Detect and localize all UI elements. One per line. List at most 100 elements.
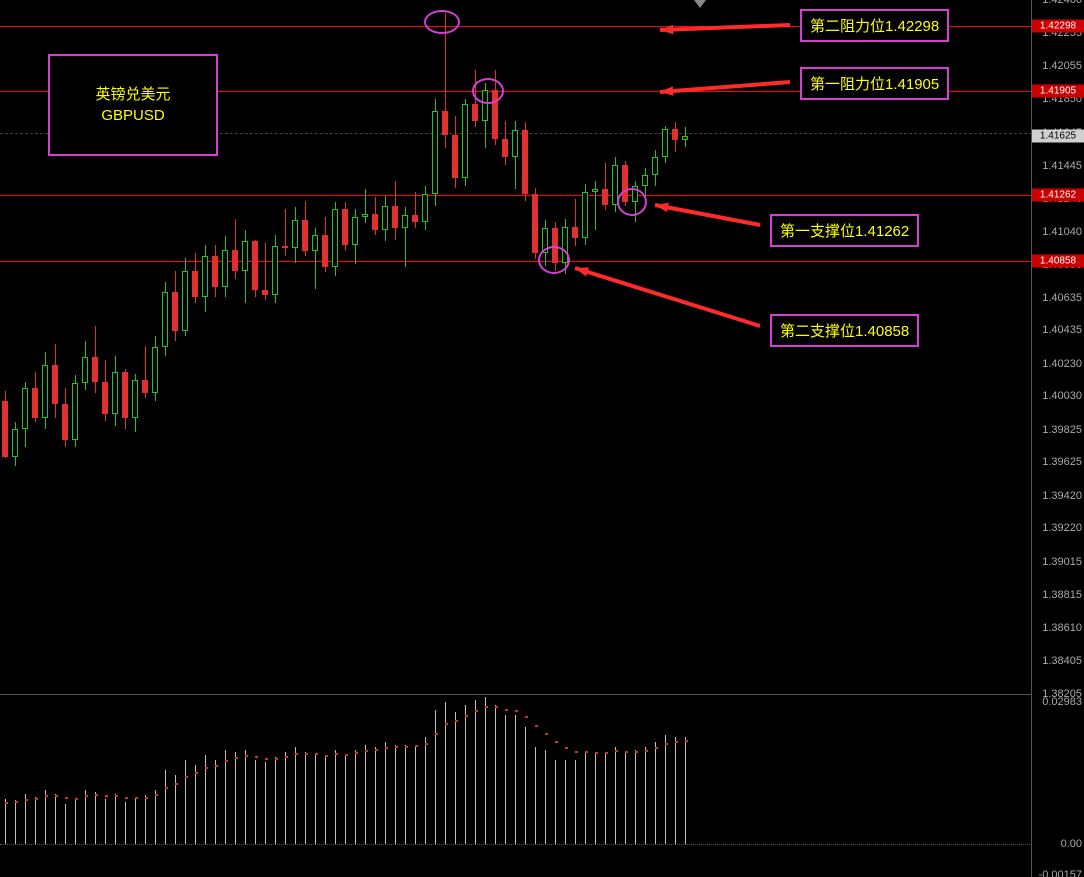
indicator-signal-dot bbox=[535, 725, 538, 727]
indicator-axis-tick: 0.00 bbox=[1061, 838, 1082, 850]
indicator-signal-dot bbox=[415, 745, 418, 747]
indicator-hist-bar bbox=[225, 750, 226, 845]
indicator-hist-bar bbox=[265, 762, 266, 844]
price-axis-tick: 1.42460 bbox=[1042, 0, 1082, 6]
price-axis-tick: 1.39420 bbox=[1042, 490, 1082, 502]
annotation-box[interactable]: 第二支撑位1.40858 bbox=[770, 314, 919, 347]
indicator-hist-bar bbox=[675, 737, 676, 844]
indicator-hist-bar bbox=[345, 755, 346, 845]
level-price-marker: 1.40858 bbox=[1032, 255, 1084, 268]
indicator-hist-bar bbox=[285, 752, 286, 844]
indicator-panel[interactable] bbox=[0, 695, 1032, 877]
indicator-signal-dot bbox=[215, 765, 218, 767]
price-axis-tick: 1.40435 bbox=[1042, 324, 1082, 336]
indicator-signal-dot bbox=[675, 741, 678, 743]
indicator-signal-dot bbox=[45, 795, 48, 797]
indicator-hist-bar bbox=[95, 792, 96, 844]
indicator-signal-dot bbox=[475, 710, 478, 712]
indicator-signal-dot bbox=[175, 783, 178, 785]
price-axis-tick: 1.40230 bbox=[1042, 358, 1082, 370]
indicator-hist-bar bbox=[235, 752, 236, 844]
indicator-signal-dot bbox=[195, 772, 198, 774]
symbol-title-line2: GBPUSD bbox=[101, 105, 164, 126]
price-axis-tick: 1.39625 bbox=[1042, 456, 1082, 468]
indicator-hist-bar bbox=[375, 747, 376, 844]
highlight-ellipse-icon[interactable] bbox=[472, 78, 504, 104]
symbol-title-line1: 英镑兑美元 bbox=[95, 84, 170, 105]
indicator-hist-bar bbox=[555, 760, 556, 845]
indicator-signal-dot bbox=[485, 706, 488, 708]
highlight-ellipse-icon[interactable] bbox=[424, 10, 460, 34]
indicator-signal-dot bbox=[125, 797, 128, 799]
current-price-marker: 1.41625 bbox=[1032, 130, 1084, 143]
indicator-signal-dot bbox=[245, 755, 248, 757]
price-axis-tick: 1.38405 bbox=[1042, 655, 1082, 667]
indicator-hist-bar bbox=[615, 747, 616, 844]
price-axis-tick: 1.39015 bbox=[1042, 556, 1082, 568]
indicator-signal-dot bbox=[135, 797, 138, 799]
indicator-signal-dot bbox=[455, 720, 458, 722]
annotation-box[interactable]: 第二阻力位1.42298 bbox=[800, 9, 949, 42]
indicator-signal-dot bbox=[115, 795, 118, 797]
indicator-signal-dot bbox=[565, 747, 568, 749]
level-price-marker: 1.41262 bbox=[1032, 189, 1084, 202]
indicator-hist-bar bbox=[385, 742, 386, 844]
indicator-hist-bar bbox=[355, 750, 356, 845]
indicator-hist-bar bbox=[195, 765, 196, 845]
annotation-box[interactable]: 第一阻力位1.41905 bbox=[800, 67, 949, 100]
indicator-hist-bar bbox=[325, 757, 326, 844]
level-line[interactable] bbox=[0, 261, 1032, 262]
price-axis-tick: 1.38815 bbox=[1042, 589, 1082, 601]
level-price-marker: 1.42298 bbox=[1032, 20, 1084, 33]
price-axis-tick: 1.41445 bbox=[1042, 160, 1082, 172]
indicator-signal-dot bbox=[205, 767, 208, 769]
indicator-signal-dot bbox=[325, 755, 328, 757]
y-axis: 1.424601.422551.420551.418501.416451.414… bbox=[1031, 0, 1084, 877]
indicator-hist-bar bbox=[525, 727, 526, 844]
indicator-signal-dot bbox=[285, 756, 288, 758]
indicator-hist-bar bbox=[655, 742, 656, 844]
indicator-hist-bar bbox=[395, 745, 396, 844]
indicator-signal-dot bbox=[685, 740, 688, 742]
indicator-hist-bar bbox=[435, 710, 436, 844]
indicator-signal-dot bbox=[105, 795, 108, 797]
indicator-hist-bar bbox=[605, 752, 606, 844]
indicator-hist-bar bbox=[595, 752, 596, 844]
indicator-signal-dot bbox=[595, 752, 598, 754]
annotation-box[interactable]: 第一支撑位1.41262 bbox=[770, 214, 919, 247]
highlight-ellipse-icon[interactable] bbox=[617, 188, 647, 216]
indicator-signal-dot bbox=[645, 750, 648, 752]
indicator-signal-dot bbox=[345, 754, 348, 756]
indicator-signal-dot bbox=[495, 706, 498, 708]
indicator-hist-bar bbox=[135, 797, 136, 844]
indicator-hist-bar bbox=[305, 752, 306, 844]
indicator-hist-bar bbox=[55, 794, 56, 844]
indicator-hist-bar bbox=[475, 700, 476, 844]
indicator-signal-dot bbox=[385, 747, 388, 749]
indicator-hist-bar bbox=[535, 747, 536, 844]
chart-root: 第二阻力位1.42298 第一阻力位1.41905 第一支撑位1.41262 第二支撑… bbox=[0, 0, 1084, 877]
indicator-signal-dot bbox=[555, 741, 558, 743]
highlight-ellipse-icon[interactable] bbox=[538, 246, 570, 274]
indicator-hist-bar bbox=[215, 760, 216, 845]
indicator-hist-bar bbox=[645, 747, 646, 844]
indicator-hist-bar bbox=[685, 737, 686, 844]
level-price-marker: 1.41905 bbox=[1032, 84, 1084, 97]
price-axis-tick: 1.39220 bbox=[1042, 522, 1082, 534]
indicator-hist-bar bbox=[665, 735, 666, 844]
indicator-hist-bar bbox=[485, 697, 486, 844]
level-line[interactable] bbox=[0, 195, 1032, 196]
indicator-signal-dot bbox=[375, 749, 378, 751]
indicator-hist-bar bbox=[15, 800, 16, 844]
indicator-signal-dot bbox=[335, 753, 338, 755]
indicator-hist-bar bbox=[405, 745, 406, 844]
indicator-signal-dot bbox=[185, 776, 188, 778]
indicator-signal-dot bbox=[155, 794, 158, 796]
indicator-signal-dot bbox=[665, 743, 668, 745]
indicator-signal-dot bbox=[55, 795, 58, 797]
indicator-hist-bar bbox=[155, 790, 156, 845]
indicator-hist-bar bbox=[245, 750, 246, 845]
indicator-hist-bar bbox=[165, 770, 166, 845]
indicator-hist-bar bbox=[5, 799, 6, 844]
indicator-signal-dot bbox=[425, 743, 428, 745]
